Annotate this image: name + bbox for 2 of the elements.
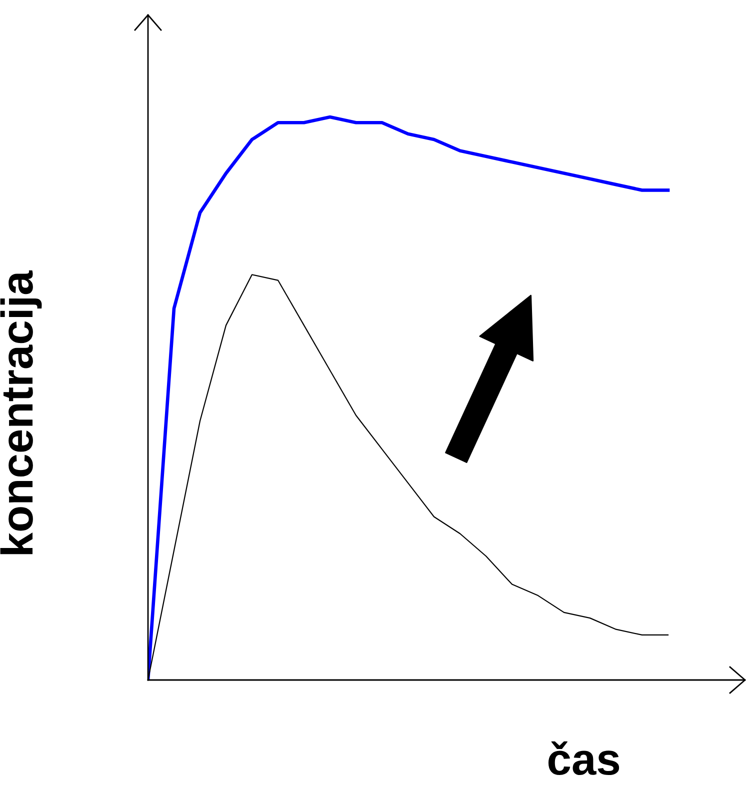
x-axis-title: čas (548, 741, 620, 776)
y-axis-title: koncentracija (0, 270, 42, 554)
